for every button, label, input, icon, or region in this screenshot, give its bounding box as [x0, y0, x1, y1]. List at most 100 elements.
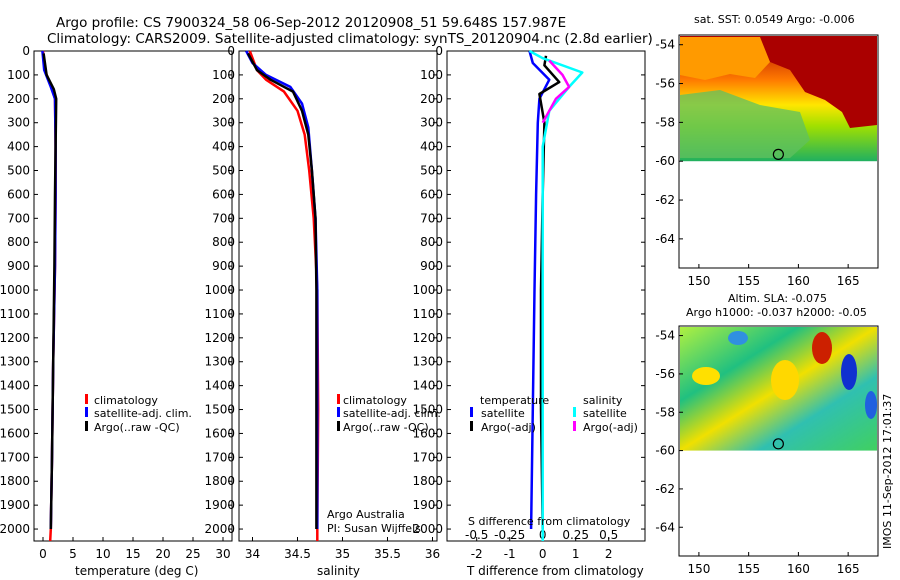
- depth-tick-label: 300: [7, 116, 30, 130]
- legend-label: satellite: [583, 407, 627, 420]
- depth-tick-label: 600: [212, 187, 235, 201]
- x-tick-label: 10: [95, 547, 110, 561]
- x-tick-label: 25: [185, 547, 200, 561]
- depth-tick-label: 1900: [412, 498, 443, 512]
- sst-map: sat. SST: 0.0549 Argo: -0.006 -54 -56 -58 -…: [655, 13, 879, 288]
- lat-tick-label: -58: [655, 115, 675, 129]
- x-tick-label: 36: [425, 547, 440, 561]
- x-tick-label: 35.5: [374, 547, 401, 561]
- difference-xlabel: T difference from climatology: [466, 564, 644, 578]
- temperature-axes-frame: [33, 50, 233, 542]
- depth-tick-label: 1300: [412, 355, 443, 369]
- depth-tick-label: 1100: [412, 307, 443, 321]
- sla-map: Altim. SLA: -0.075 Argo h1000: -0.037 h2…: [655, 292, 879, 576]
- temperature-panel: 0100200300400500600700800900100011001200…: [0, 44, 233, 578]
- legend-label: satellite-adj. clim.: [94, 407, 192, 420]
- depth-tick-label: 1300: [204, 355, 235, 369]
- depth-tick-label: 1400: [204, 379, 235, 393]
- sla-map-title1: Altim. SLA: -0.075: [728, 292, 827, 305]
- x-tick-label: 0: [39, 547, 47, 561]
- lat-tick-label: -60: [655, 444, 675, 458]
- x-tick-label: -0.25: [494, 528, 525, 542]
- depth-tick-label: 0: [227, 44, 235, 58]
- series-line: [528, 50, 551, 530]
- lat-tick-label: -58: [655, 405, 675, 419]
- sla-map-title2: Argo h1000: -0.037 h2000: -0.05: [686, 306, 867, 319]
- x-tick-label: 15: [125, 547, 140, 561]
- depth-tick-label: 2000: [412, 522, 443, 536]
- depth-tick-label: 1700: [412, 450, 443, 464]
- salinity-legend: climatology satellite-adj. clim. Argo(..…: [337, 394, 441, 434]
- title-line2: Climatology: CARS2009. Satellite-adjuste…: [47, 31, 653, 47]
- sla-anomaly: [692, 367, 720, 385]
- legend-label: satellite: [481, 407, 525, 420]
- depth-tick-label: 1000: [0, 283, 30, 297]
- title-line1: Argo profile: CS 7900324_58 06-Sep-2012 …: [56, 15, 566, 31]
- warm-region: [760, 37, 877, 128]
- sla-anomaly: [841, 354, 857, 390]
- legend-swatch-sal-satellite: [573, 407, 576, 417]
- x-tick-label: -0.5: [465, 528, 488, 542]
- x-tick-label: 1: [572, 547, 580, 561]
- lat-tick-label: -64: [655, 232, 675, 246]
- x-tick-label: 5: [69, 547, 77, 561]
- legend-label: climatology: [94, 394, 158, 407]
- depth-tick-label: 1800: [204, 474, 235, 488]
- depth-tick-label: 2000: [204, 522, 235, 536]
- depth-tick-label: 1300: [0, 355, 30, 369]
- sla-anomaly: [728, 331, 748, 345]
- depth-tick-label: 100: [7, 68, 30, 82]
- depth-tick-label: 1800: [412, 474, 443, 488]
- legend-swatch-climatology: [337, 394, 340, 404]
- x-tick-label: 34.5: [284, 547, 311, 561]
- series-line: [541, 59, 571, 124]
- depth-tick-label: 1400: [0, 379, 30, 393]
- salinity-axes-frame: [238, 50, 438, 542]
- x-tick-label: 2: [605, 547, 613, 561]
- temperature-legend: climatology satellite-adj. clim. Argo(..…: [85, 394, 192, 434]
- legend-swatch-temp-argo: [470, 421, 473, 431]
- lon-tick-label: 150: [687, 274, 710, 288]
- depth-tick-label: 1500: [204, 403, 235, 417]
- sla-anomaly: [812, 332, 832, 364]
- legend-swatch-satellite: [85, 407, 88, 417]
- depth-tick-label: 1400: [412, 379, 443, 393]
- legend-label: climatology: [343, 394, 407, 407]
- depth-tick-label: 500: [7, 164, 30, 178]
- legend-label: satellite-adj. clim.: [343, 407, 441, 420]
- depth-tick-label: 200: [420, 92, 443, 106]
- timestamp-stamp: IMOS 11-Sep-2012 17:01:37: [881, 394, 894, 549]
- depth-tick-label: 400: [420, 140, 443, 154]
- depth-tick-label: 1200: [412, 331, 443, 345]
- lon-tick-label: 165: [837, 562, 860, 576]
- x-tick-label: -1: [504, 547, 516, 561]
- depth-tick-label: 900: [7, 259, 30, 273]
- lon-tick-label: 160: [787, 274, 810, 288]
- sla-anomaly: [865, 391, 877, 419]
- legend-label: Argo(-adj): [481, 421, 536, 434]
- legend-swatch-temp-satellite: [470, 407, 473, 417]
- depth-tick-label: 1000: [412, 283, 443, 297]
- depth-tick-label: 1700: [0, 450, 30, 464]
- sst-field: [680, 36, 877, 162]
- lat-tick-label: -60: [655, 154, 675, 168]
- depth-tick-label: 200: [212, 92, 235, 106]
- lon-tick-label: 155: [737, 274, 760, 288]
- depth-tick-label: 700: [7, 211, 30, 225]
- x-tick-label: 0: [539, 547, 547, 561]
- legend-label: Argo(..raw -QC): [94, 421, 180, 434]
- depth-tick-label: 1200: [204, 331, 235, 345]
- x-tick-label: 20: [155, 547, 170, 561]
- depth-tick-label: 0: [435, 44, 443, 58]
- salinity-panel: 0100200300400500600700800900100011001200…: [204, 44, 440, 578]
- lon-tick-label: 160: [787, 562, 810, 576]
- salinity-xlabel: salinity: [317, 564, 360, 578]
- x-tick-label: 34: [245, 547, 260, 561]
- sst-map-title: sat. SST: 0.0549 Argo: -0.006: [694, 13, 855, 26]
- difference-top-label: S difference from climatology: [468, 515, 631, 528]
- depth-tick-label: 400: [7, 140, 30, 154]
- depth-tick-label: 600: [420, 187, 443, 201]
- depth-tick-label: 100: [420, 68, 443, 82]
- depth-tick-label: 1900: [0, 498, 30, 512]
- lon-tick-label: 155: [737, 562, 760, 576]
